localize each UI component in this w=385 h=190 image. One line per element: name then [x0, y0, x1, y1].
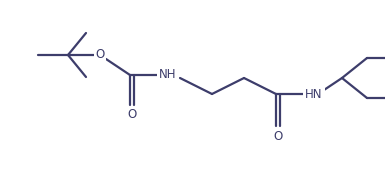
Text: NH: NH	[159, 69, 177, 82]
Text: O: O	[95, 48, 105, 62]
Text: HN: HN	[305, 88, 323, 101]
Text: O: O	[273, 130, 283, 142]
Text: O: O	[127, 108, 137, 121]
